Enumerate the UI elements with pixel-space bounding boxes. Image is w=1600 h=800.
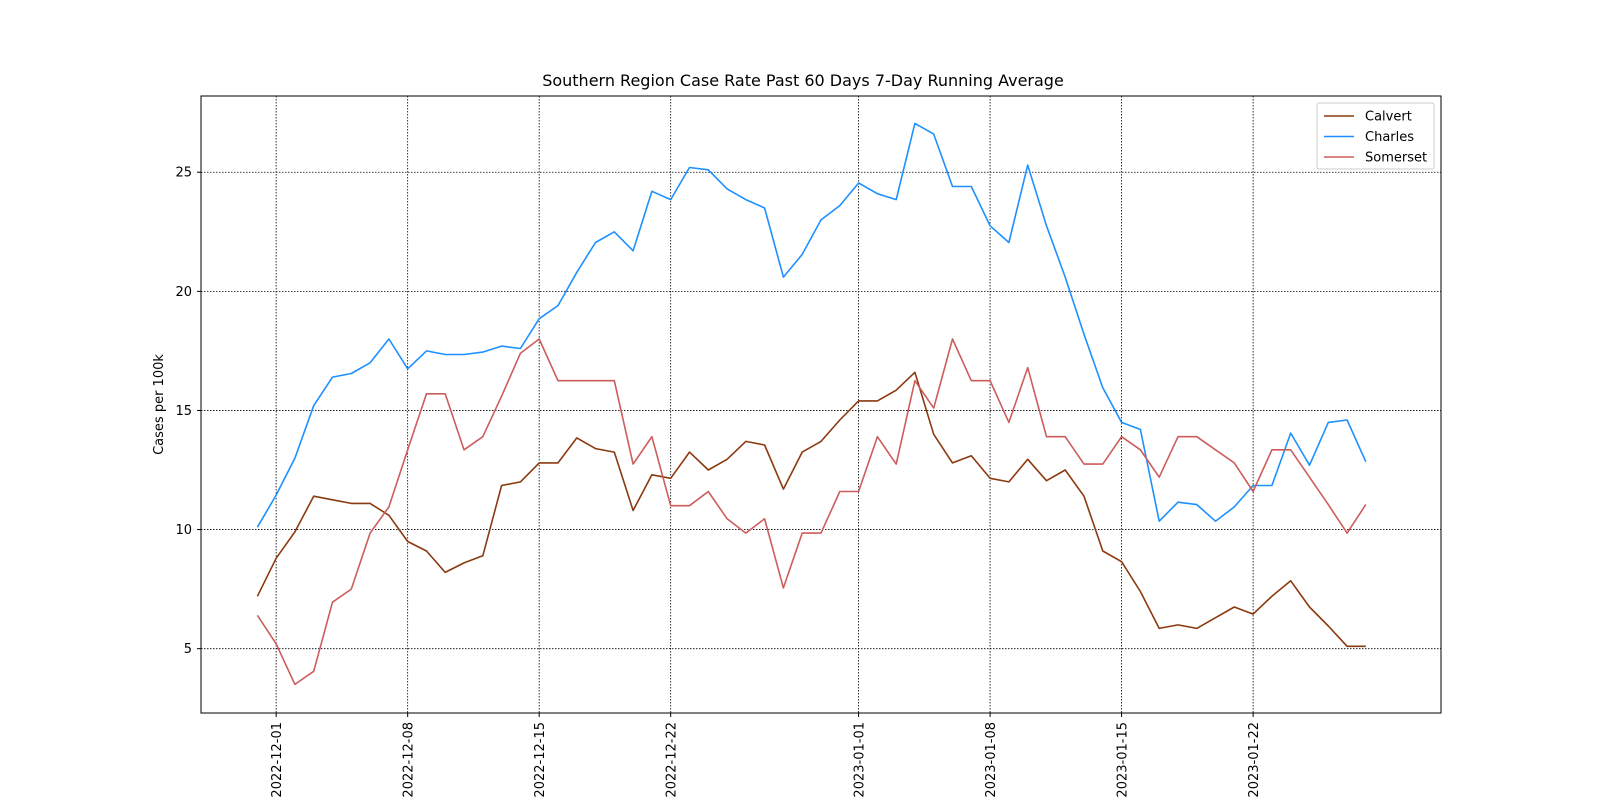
series-layer xyxy=(256,122,1367,686)
chart-title: Southern Region Case Rate Past 60 Days 7… xyxy=(542,71,1064,90)
x-tick-label: 2022-12-15 xyxy=(533,722,548,798)
y-tick-label: 5 xyxy=(184,642,192,657)
series-line-calvert xyxy=(256,371,1366,648)
y-axis-label: Cases per 100k xyxy=(152,354,167,455)
tick-layer: 2022-12-01 2022-12-08 2022-12-15 2022-12-22… xyxy=(175,166,1262,798)
legend: Calvert Charles Somerset xyxy=(1316,102,1435,170)
legend-box xyxy=(1316,102,1435,170)
legend-label-charles: Charles xyxy=(1365,130,1414,145)
x-tick-label: 2023-01-15 xyxy=(1116,722,1131,798)
x-tick-label: 2022-12-08 xyxy=(402,722,417,798)
y-tick-label: 25 xyxy=(175,166,192,181)
x-tick-label: 2023-01-08 xyxy=(984,722,999,798)
series-line-somerset xyxy=(256,338,1367,686)
series-line-charles xyxy=(256,122,1367,528)
x-tick-label: 2022-12-22 xyxy=(665,722,680,798)
legend-label-calvert: Calvert xyxy=(1365,110,1412,125)
y-tick-label: 20 xyxy=(175,285,192,300)
legend-label-somerset: Somerset xyxy=(1365,151,1427,166)
y-tick-label: 15 xyxy=(175,404,192,419)
x-tick-label: 2023-01-01 xyxy=(853,722,868,798)
grid-layer xyxy=(201,96,1441,713)
x-tick-label: 2022-12-01 xyxy=(270,722,285,798)
x-tick-label: 2023-01-22 xyxy=(1247,722,1262,798)
plot-frame xyxy=(200,95,1442,714)
y-tick-label: 10 xyxy=(175,523,192,538)
